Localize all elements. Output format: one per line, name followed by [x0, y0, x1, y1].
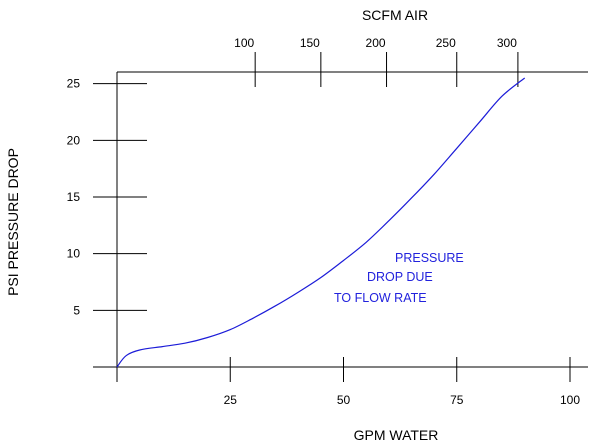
- annotation-line-3: TO FLOW RATE: [334, 291, 427, 305]
- x-ticks: 25 50 75 100: [224, 357, 580, 407]
- top-tick-label: 200: [366, 36, 386, 50]
- top-tick-label: 300: [497, 36, 517, 50]
- y-tick-label: 15: [67, 190, 81, 204]
- x-tick-label: 50: [337, 393, 351, 407]
- pressure-drop-curve: [116, 77, 526, 368]
- y-tick-label: 20: [67, 133, 81, 147]
- top-tick-label: 100: [234, 36, 254, 50]
- top-ticks: 100 150 200 250 300: [234, 36, 519, 87]
- top-axis-title: SCFM AIR: [362, 7, 428, 23]
- y-tick-label: 5: [73, 303, 80, 317]
- annotation-line-2: DROP DUE: [367, 270, 433, 284]
- top-tick-label: 250: [436, 36, 456, 50]
- x-axis-title: GPM WATER: [354, 427, 439, 443]
- x-tick-label: 75: [450, 393, 464, 407]
- x-tick-label: 100: [560, 393, 580, 407]
- y-axis-title: PSI PRESSURE DROP: [5, 148, 21, 296]
- y-tick-label: 10: [67, 247, 81, 261]
- y-ticks: 5 10 15 20 25: [67, 77, 147, 317]
- y-tick-label: 25: [67, 77, 81, 91]
- top-tick-label: 150: [300, 36, 320, 50]
- x-tick-label: 25: [224, 393, 238, 407]
- annotation-line-1: PRESSURE: [395, 251, 464, 265]
